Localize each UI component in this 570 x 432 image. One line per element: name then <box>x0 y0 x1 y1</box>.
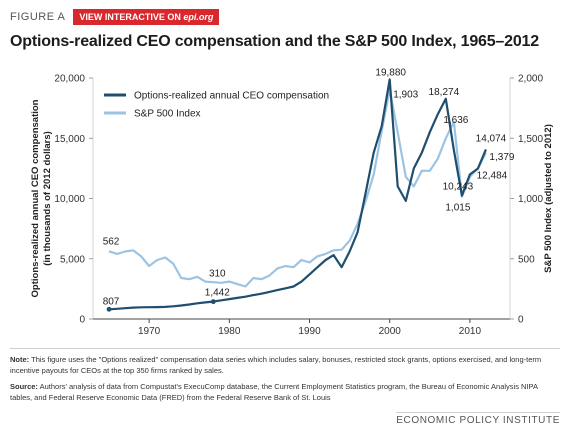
axes: 1970 1980 1990 2000 2010 0 5,000 10,000 15,000 20… <box>30 74 554 338</box>
data-label: 1,442 <box>205 288 230 299</box>
figure-label: FIGURE A <box>10 11 66 23</box>
y-right-tick-label: 500 <box>518 254 535 265</box>
ceo-start-point <box>106 306 112 312</box>
page-title: Options-realized CEO compensation and th… <box>10 33 539 50</box>
interactive-link-site: epi.org <box>183 12 214 22</box>
figure-row: FIGURE A VIEW INTERACTIVE on epi.org <box>10 8 560 26</box>
data-label: 1,636 <box>443 115 468 126</box>
source-label: Source: <box>10 381 38 391</box>
y-left-tick-label: 5,000 <box>60 254 85 265</box>
data-label: 10,243 <box>443 182 474 193</box>
y-right-tick-label: 1,500 <box>518 134 543 145</box>
y-left-tick-label: 0 <box>79 315 85 326</box>
note-label: Note: <box>10 355 30 364</box>
note-text: This figure uses the "Options realized" … <box>10 355 542 375</box>
y-right-tick-label: 0 <box>518 315 524 326</box>
data-label: 1,379 <box>489 152 514 163</box>
source-text: Authors' analysis of data from Compustat… <box>10 381 538 402</box>
y-left-tick-label: 15,000 <box>54 134 85 145</box>
y-left-axis-label: Options-realized annual CEO compensation… <box>30 99 53 297</box>
data-label: 14,074 <box>476 133 507 144</box>
y-right-tick-label: 1,000 <box>518 194 543 205</box>
source-paragraph: Source: Authors' analysis of data from C… <box>10 382 560 404</box>
y-left-axis-label-line1: Options-realized annual CEO compensation <box>30 99 41 297</box>
data-label: 12,484 <box>477 171 508 182</box>
x-tick-label: 1990 <box>298 326 321 337</box>
publisher-footer: ECONOMIC POLICY INSTITUTE <box>396 412 560 426</box>
chart-notes: Note: This figure uses the "Options real… <box>10 348 560 409</box>
sp500-line <box>108 88 487 288</box>
x-tick-label: 1980 <box>218 326 241 337</box>
ceo-compensation-line <box>108 78 487 311</box>
annotations: 807 562 310 1,442 19,880 1,903 18,274 1,636 10,2… <box>103 67 515 307</box>
x-tick-label: 2010 <box>459 326 482 337</box>
note-paragraph: Note: This figure uses the "Options real… <box>10 355 560 377</box>
data-label: 1,015 <box>445 203 470 214</box>
data-label: 807 <box>103 296 120 307</box>
x-tick-label: 2000 <box>379 326 402 337</box>
y-left-tick-label: 20,000 <box>54 74 85 85</box>
chart: 1970 1980 1990 2000 2010 0 5,000 10,000 15,000 20… <box>30 67 554 338</box>
ceo-1978-point <box>210 299 216 305</box>
interactive-link-prefix: VIEW INTERACTIVE on <box>79 12 184 22</box>
y-left-tick-label: 10,000 <box>54 194 85 205</box>
view-interactive-link[interactable]: VIEW INTERACTIVE on epi.org <box>73 9 220 25</box>
series-layer <box>106 78 487 312</box>
data-label: 18,274 <box>429 87 460 98</box>
legend-label: Options-realized annual CEO compensation <box>134 91 329 102</box>
data-label: 310 <box>209 269 226 280</box>
data-label: 1,903 <box>393 90 418 101</box>
data-label: 19,880 <box>375 67 406 78</box>
data-label: 562 <box>103 236 120 247</box>
x-tick-label: 1970 <box>138 326 161 337</box>
y-left-axis-label-line2: (in thousands of 2012 dollars) <box>42 131 53 266</box>
y-right-tick-label: 2,000 <box>518 74 543 85</box>
legend: Options-realized annual CEO compensation… <box>104 91 329 120</box>
y-right-axis-label: S&P 500 Index (adjusted to 2012) <box>543 124 554 273</box>
chart-header: FIGURE A VIEW INTERACTIVE on epi.org Opt… <box>10 8 560 51</box>
legend-label: S&P 500 Index <box>134 109 201 120</box>
